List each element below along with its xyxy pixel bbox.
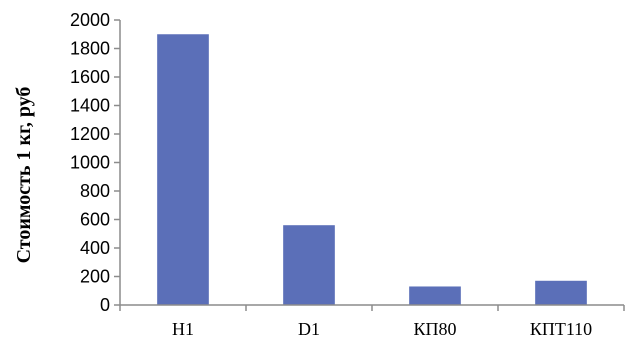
x-tick-label: D1 xyxy=(298,319,320,339)
y-tick-label: 0 xyxy=(100,295,110,315)
x-axis-ticks: H1 D1 КП80 КПТ110 xyxy=(119,305,625,339)
y-tick-label: 400 xyxy=(80,238,110,258)
y-tick-label: 800 xyxy=(80,181,110,201)
y-tick-label: 1000 xyxy=(70,153,110,173)
y-tick-label: 2000 xyxy=(70,10,110,30)
y-tick-label: 200 xyxy=(80,267,110,287)
bar-D1 xyxy=(283,225,335,305)
bar-H1 xyxy=(157,34,209,305)
x-tick-label: КП80 xyxy=(413,319,456,339)
x-tick-label: H1 xyxy=(172,319,194,339)
x-tick-label: КПТ110 xyxy=(530,319,592,339)
y-axis-label: Стоимость 1 кг, руб xyxy=(13,87,35,264)
y-tick-label: 1400 xyxy=(70,96,110,116)
y-axis-ticks: 0 200 400 600 800 1000 1200 1400 1600 1800 2000 xyxy=(70,10,120,315)
bars xyxy=(157,34,587,305)
y-tick-label: 1600 xyxy=(70,67,110,87)
y-tick-label: 600 xyxy=(80,210,110,230)
y-tick-label: 1800 xyxy=(70,39,110,59)
y-tick-label: 1200 xyxy=(70,124,110,144)
bar-КП80 xyxy=(409,286,461,305)
bar-КПТ110 xyxy=(535,280,587,305)
